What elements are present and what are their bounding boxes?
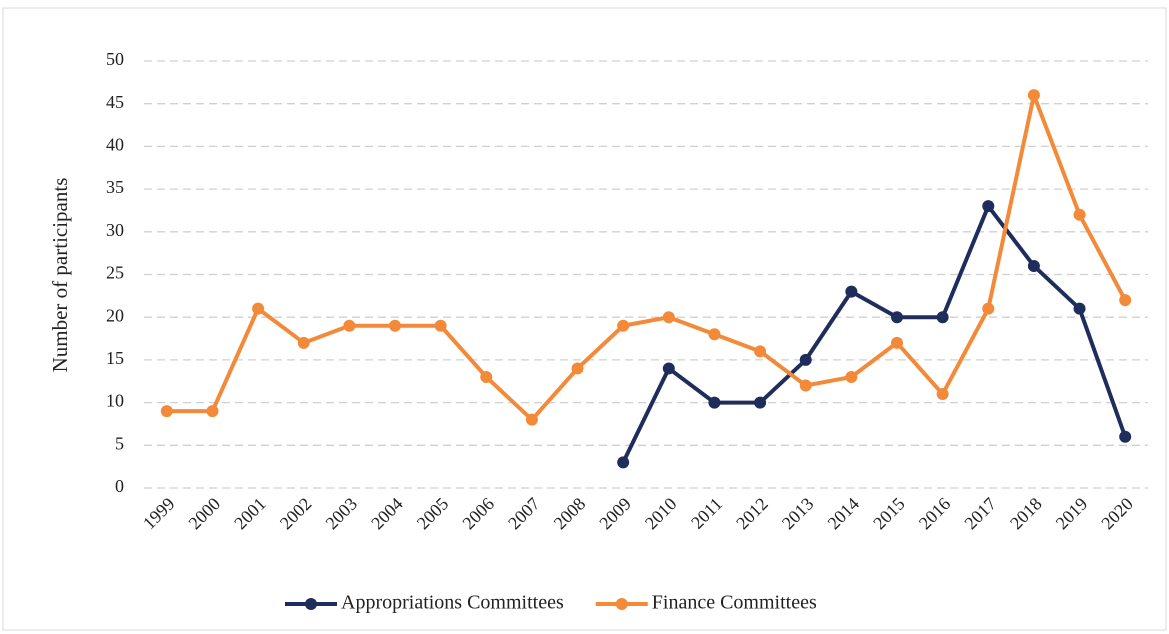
data-point (252, 302, 265, 315)
legend-label: Appropriations Committees (341, 592, 564, 614)
data-point (662, 362, 675, 375)
data-point (206, 405, 219, 418)
data-point (571, 362, 584, 375)
y-tick-label: 10 (106, 391, 124, 411)
data-point (1073, 302, 1086, 315)
data-point (434, 319, 447, 332)
y-tick-label: 5 (115, 433, 124, 453)
series-line (166, 93, 1127, 422)
data-point (891, 336, 903, 349)
data-point (1027, 259, 1040, 272)
data-point (617, 456, 630, 469)
data-point (982, 200, 995, 213)
data-point (343, 319, 356, 332)
y-tick-label: 50 (106, 49, 124, 69)
data-point (936, 311, 949, 324)
data-point (936, 388, 949, 401)
y-tick-label: 0 (115, 476, 124, 496)
y-tick-label: 25 (106, 263, 124, 283)
data-point (754, 396, 767, 409)
data-point (160, 405, 173, 418)
chart-frame (2, 7, 1167, 631)
data-point (891, 311, 903, 324)
y-tick-label: 35 (106, 177, 124, 197)
series-line (621, 204, 1128, 464)
data-point (297, 336, 310, 349)
data-point (754, 345, 767, 358)
data-point (845, 370, 858, 383)
data-point (799, 353, 812, 366)
data-point (525, 413, 538, 426)
data-point (1027, 89, 1040, 102)
data-point (708, 328, 721, 341)
legend-marker (305, 598, 317, 610)
y-tick-label: 45 (106, 92, 124, 112)
y-tick-label: 20 (106, 305, 124, 325)
data-point (1119, 430, 1132, 443)
data-point (617, 319, 630, 332)
y-axis-label: Number of participants (48, 178, 72, 373)
data-point (845, 285, 858, 298)
y-tick-label: 30 (106, 220, 124, 240)
data-point (799, 379, 812, 392)
y-tick-label: 40 (106, 135, 124, 155)
data-point (480, 370, 493, 383)
data-point (1073, 208, 1086, 221)
data-point (662, 311, 675, 324)
data-point (389, 319, 401, 332)
data-point (1119, 294, 1132, 307)
legend-marker (615, 598, 628, 610)
data-point (982, 302, 995, 315)
y-tick-label: 15 (106, 348, 124, 368)
legend-label: Finance Committees (652, 592, 817, 614)
data-point (708, 396, 721, 409)
